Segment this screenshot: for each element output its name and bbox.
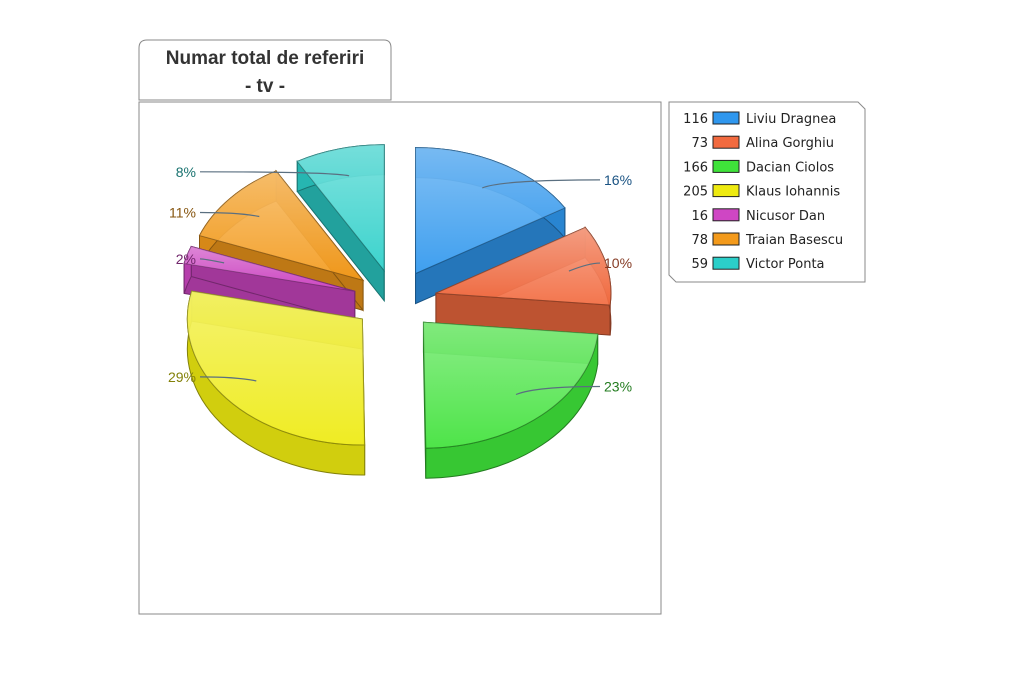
percent-label-dacian-ciolos: 23% xyxy=(604,379,632,395)
legend-swatch xyxy=(712,256,740,270)
legend-swatch xyxy=(712,232,740,246)
slice-liviu-dragnea xyxy=(415,147,566,305)
slice-gloss xyxy=(184,246,355,292)
legend-swatch xyxy=(712,111,740,125)
legend-item-liviu-dragnea: 116 Liviu Dragnea xyxy=(683,111,836,127)
pie-labels: 16% 10% 23% 29% 2% 11% 8% xyxy=(168,164,632,396)
percent-label-klaus-iohannis: 29% xyxy=(168,369,196,385)
slice-victor-ponta xyxy=(296,144,385,303)
slice-nicusor-dan xyxy=(183,245,356,322)
legend-item-dacian-ciolos: 166 Dacian Ciolos xyxy=(683,159,834,175)
legend-item-nicusor-dan: 16 Nicusor Dan xyxy=(691,208,825,224)
legend-swatch xyxy=(712,184,740,198)
legend-value: 59 xyxy=(691,257,708,272)
leader-line-dacian-ciolos xyxy=(515,385,601,396)
percent-label-nicusor-dan: 2% xyxy=(176,251,196,267)
legend-value: 166 xyxy=(683,160,708,175)
leader-line-klaus-iohannis xyxy=(199,376,257,382)
legend-label: Klaus Iohannis xyxy=(746,185,840,200)
leader-line-liviu-dragnea xyxy=(482,179,601,189)
slice-gloss xyxy=(415,147,565,274)
leader-line-alina-gorghiu xyxy=(568,262,601,272)
legend-swatch xyxy=(712,159,740,173)
legend-item-alina-gorghiu: 73 Alina Gorghiu xyxy=(691,135,834,151)
leader-line-nicusor-dan xyxy=(199,258,225,264)
legend-item-klaus-iohannis: 205 Klaus Iohannis xyxy=(683,184,840,200)
legend-item-victor-ponta: 59 Victor Ponta xyxy=(691,256,825,272)
chart-subtitle: - tv - xyxy=(245,76,285,97)
legend-label: Liviu Dragnea xyxy=(746,112,836,127)
leader-line-traian-basescu xyxy=(199,211,260,218)
legend-value: 205 xyxy=(683,185,708,200)
legend-value: 78 xyxy=(691,233,708,248)
slice-gloss xyxy=(435,227,611,306)
slice-gloss xyxy=(199,171,364,281)
legend-label: Alina Gorghiu xyxy=(746,136,834,151)
percent-label-liviu-dragnea: 16% xyxy=(604,172,632,188)
slice-gloss xyxy=(187,291,365,446)
legend-value: 73 xyxy=(691,136,708,151)
slice-gloss xyxy=(423,322,598,449)
slice-dacian-ciolos xyxy=(422,321,599,479)
legend-item-traian-basescu: 78 Traian Basescu xyxy=(691,232,843,248)
slice-gloss xyxy=(297,144,385,271)
legend-label: Dacian Ciolos xyxy=(746,160,834,175)
legend-label: Traian Basescu xyxy=(745,233,843,248)
leader-line-victor-ponta xyxy=(199,171,350,177)
pie-slices xyxy=(183,144,612,479)
percent-label-traian-basescu: 11% xyxy=(169,205,196,221)
legend-label: Nicusor Dan xyxy=(746,209,825,224)
legend-value: 16 xyxy=(691,209,708,224)
percent-label-victor-ponta: 8% xyxy=(176,164,196,180)
legend-swatch xyxy=(712,135,740,149)
title-tab xyxy=(138,39,392,101)
legend: 116 Liviu Dragnea 73 Alina Gorghiu 166 Dacian… xyxy=(683,111,843,272)
chart-title: Numar total de referiri xyxy=(166,48,365,69)
slice-klaus-iohannis xyxy=(186,290,366,476)
legend-label: Victor Ponta xyxy=(746,257,825,272)
legend-swatch xyxy=(712,208,740,222)
slice-alina-gorghiu xyxy=(435,226,612,336)
percent-label-alina-gorghiu: 10% xyxy=(604,255,632,271)
legend-value: 116 xyxy=(683,112,708,127)
